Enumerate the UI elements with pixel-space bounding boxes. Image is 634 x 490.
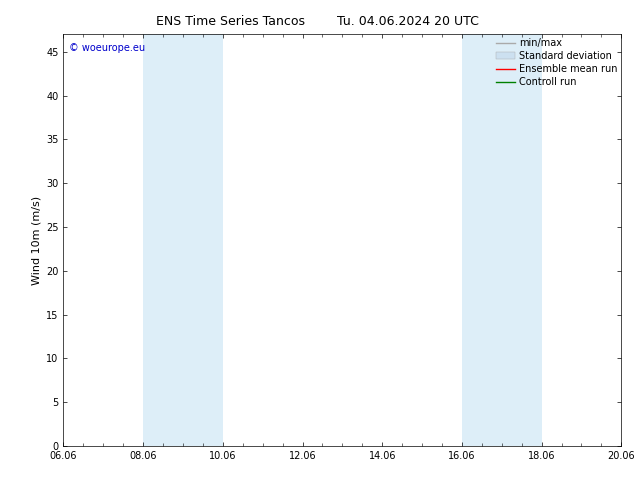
Y-axis label: Wind 10m (m/s): Wind 10m (m/s) (32, 196, 42, 285)
Bar (143, 34, 223, 446)
Bar (462, 34, 541, 446)
Text: © woeurope.eu: © woeurope.eu (69, 43, 145, 52)
Legend: min/max, Standard deviation, Ensemble mean run, Controll run: min/max, Standard deviation, Ensemble me… (494, 36, 619, 89)
Text: ENS Time Series Tancos        Tu. 04.06.2024 20 UTC: ENS Time Series Tancos Tu. 04.06.2024 20… (155, 15, 479, 28)
